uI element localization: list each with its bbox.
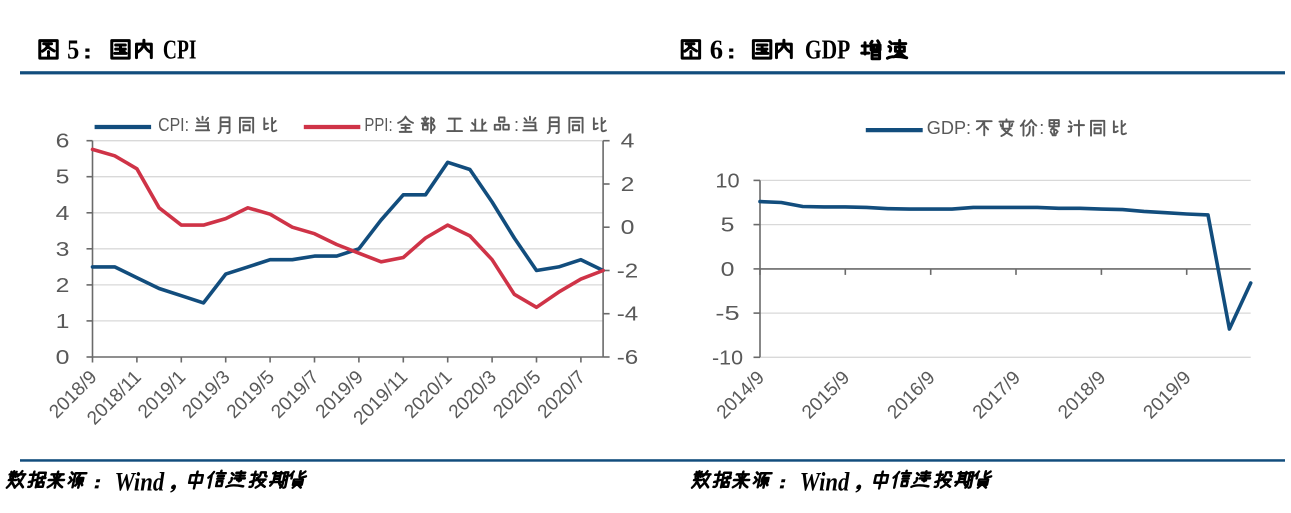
svg-text:-4: -4	[617, 304, 639, 326]
svg-text:0: 0	[721, 259, 735, 281]
svg-text:Wind: Wind	[800, 467, 850, 496]
svg-text:2020/5: 2020/5	[489, 367, 545, 423]
svg-text:GDP: GDP	[805, 35, 850, 65]
svg-text:-6: -6	[617, 347, 639, 369]
svg-text:Wind: Wind	[115, 467, 165, 496]
svg-text:CPI:: CPI:	[158, 115, 189, 135]
svg-text:5: 5	[721, 215, 735, 237]
svg-text:PPI:: PPI:	[364, 115, 392, 135]
svg-text:2014/9: 2014/9	[713, 367, 769, 423]
svg-text:1: 1	[56, 311, 70, 333]
svg-text:2015/9: 2015/9	[798, 367, 854, 423]
svg-text:2: 2	[56, 275, 70, 297]
svg-text:5: 5	[56, 167, 70, 189]
svg-text:5: 5	[67, 35, 79, 65]
svg-text:GDP:: GDP:	[927, 118, 971, 138]
svg-text:2020/7: 2020/7	[534, 367, 590, 423]
svg-text:2019/1: 2019/1	[134, 367, 190, 423]
svg-text:6: 6	[56, 131, 70, 153]
svg-text:-2: -2	[617, 261, 639, 283]
svg-text:2019/5: 2019/5	[223, 367, 279, 423]
svg-text:2019/7: 2019/7	[267, 367, 323, 423]
svg-text:2017/9: 2017/9	[969, 367, 1025, 423]
svg-text:-5: -5	[715, 303, 739, 325]
svg-text:4: 4	[56, 203, 70, 225]
svg-text:2: 2	[621, 174, 635, 196]
svg-text:2019/9: 2019/9	[1140, 367, 1196, 423]
svg-text:3: 3	[56, 239, 70, 261]
svg-text:10: 10	[715, 170, 739, 192]
svg-text:2016/9: 2016/9	[884, 367, 940, 423]
svg-text:2020/3: 2020/3	[445, 367, 501, 423]
svg-text:6: 6	[710, 35, 723, 65]
svg-text:CPI: CPI	[163, 35, 197, 65]
svg-text:2018/9: 2018/9	[1054, 367, 1110, 423]
svg-text:2020/1: 2020/1	[401, 367, 457, 423]
svg-text::: :	[514, 115, 519, 135]
svg-text:2019/3: 2019/3	[179, 367, 235, 423]
svg-text:0: 0	[621, 217, 635, 239]
svg-text:0: 0	[56, 347, 70, 369]
svg-text:4: 4	[621, 131, 635, 153]
svg-text::: :	[1039, 118, 1044, 138]
svg-text:-10: -10	[712, 347, 743, 369]
